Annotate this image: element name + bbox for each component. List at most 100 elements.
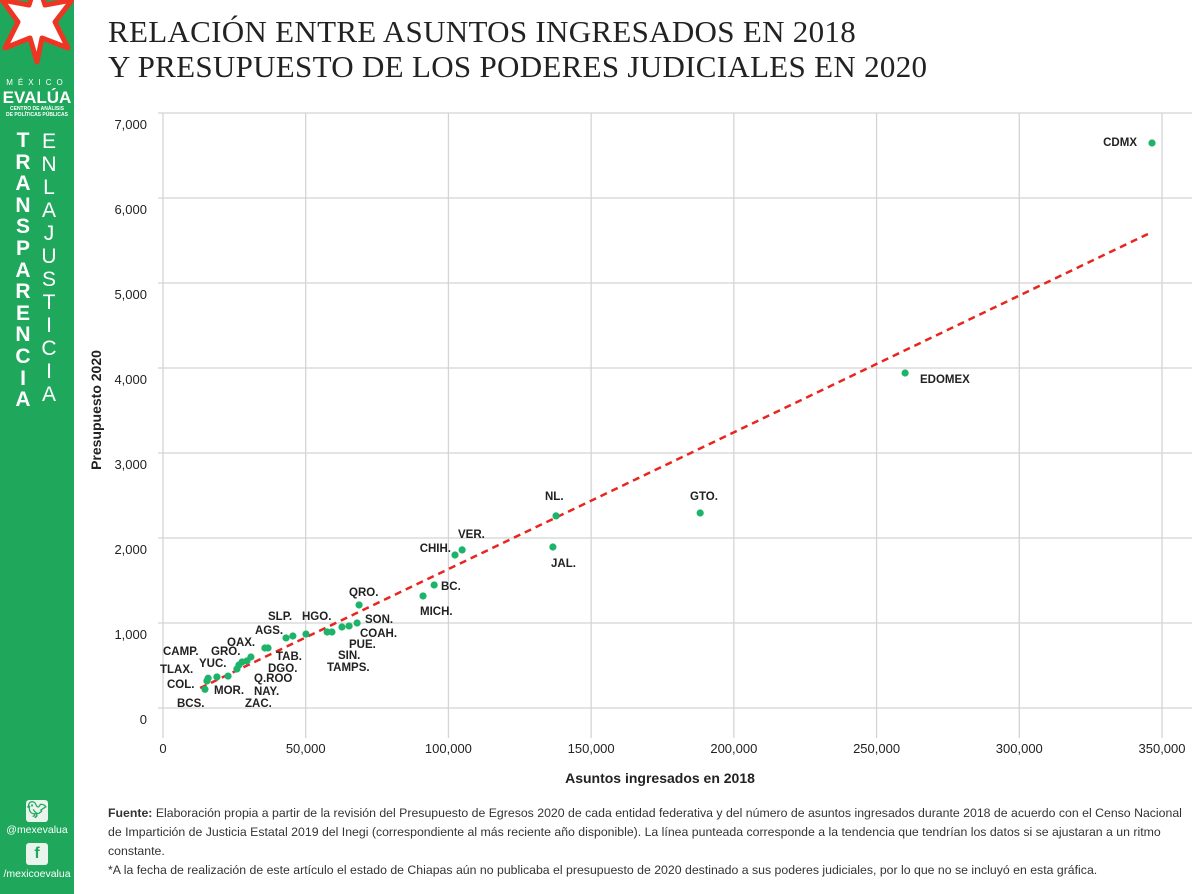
- point-label: COAH.: [360, 628, 397, 640]
- y-tick-label: 2,000: [114, 542, 147, 557]
- point-labels: BCS. COL. TLAX. YUC. MOR. QRO. MICH. BC. CHIH. VE…: [160, 137, 1137, 710]
- data-point: [549, 543, 557, 551]
- data-point: [458, 546, 466, 554]
- vertical-letter: J: [43, 222, 55, 245]
- x-tick-label: 250,000: [853, 741, 900, 756]
- point-label: PUE.: [349, 639, 376, 651]
- x-tick-label: 150,000: [568, 741, 615, 756]
- data-point: [901, 369, 909, 377]
- point-label: VER.: [458, 529, 485, 541]
- sidebar: MÉXICO EVALÚA CENTRO DE ANÁLISIS DE POLÍT…: [0, 0, 74, 894]
- vertical-letter: P: [15, 236, 30, 260]
- y-tick-label: 1,000: [114, 627, 147, 642]
- vertical-letter: I: [46, 314, 52, 337]
- point-label: BC.: [441, 581, 461, 593]
- brand-top: MÉXICO: [6, 78, 68, 87]
- chart-title: RELACIÓN ENTRE ASUNTOS INGRESADOS EN 201…: [108, 14, 927, 84]
- point-label: SIN.: [338, 650, 360, 662]
- point-label: HGO.: [302, 611, 331, 623]
- data-point: [419, 592, 427, 600]
- x-tick-label: 350,000: [1139, 741, 1186, 756]
- point-label: OAX.: [227, 637, 255, 649]
- data-point: [302, 630, 310, 638]
- points: [201, 139, 1156, 693]
- point-label: SLP.: [268, 611, 292, 623]
- point-label: CHIH.: [420, 543, 451, 555]
- vertical-letter: T: [16, 129, 30, 152]
- notes: Fuente: Elaboración propia a partir de l…: [108, 804, 1193, 880]
- x-tick-label: 300,000: [996, 741, 1043, 756]
- point-label: TLAX.: [160, 664, 193, 676]
- point-label: JAL.: [551, 558, 576, 570]
- y-tick-label: 3,000: [114, 457, 147, 472]
- data-point: [201, 685, 209, 693]
- vertical-letter: N: [41, 153, 57, 176]
- y-tick-label: 4,000: [114, 372, 147, 387]
- point-label: TAB.: [276, 651, 302, 663]
- point-label: GRO.: [211, 646, 240, 658]
- facebook-handle[interactable]: /mexicoevalua: [3, 868, 71, 880]
- x-tick-label: 100,000: [425, 741, 472, 756]
- vertical-letter: U: [41, 245, 57, 268]
- point-label: BCS.: [177, 698, 204, 710]
- grid: [158, 112, 1192, 738]
- point-label: QRO.: [349, 587, 378, 599]
- data-point: [552, 512, 560, 520]
- vertical-letter: T: [42, 291, 56, 314]
- twitter-icon[interactable]: 🐦︎: [26, 800, 48, 822]
- y-tick-label: 7,000: [114, 117, 147, 132]
- point-label: ZAC.: [245, 698, 272, 710]
- facebook-icon[interactable]: f: [26, 843, 48, 865]
- point-label: SON.: [365, 614, 393, 626]
- data-point: [1148, 139, 1156, 147]
- vertical-letter: N: [15, 193, 31, 217]
- y-axis-label: Presupuesto 2020: [88, 350, 104, 470]
- y-tick-label: 0: [140, 712, 147, 727]
- point-label: AGS.: [255, 625, 283, 637]
- source-label: Fuente:: [108, 806, 153, 820]
- data-point: [451, 551, 459, 559]
- data-point: [328, 628, 336, 636]
- point-label: CDMX: [1103, 137, 1137, 149]
- point-label: GTO.: [690, 491, 718, 503]
- vertical-letter: A: [15, 258, 31, 282]
- point-label: COL.: [167, 679, 194, 691]
- brand-name: EVALÚA: [2, 88, 72, 107]
- vertical-letter: R: [15, 150, 31, 174]
- brand-subtitle: CENTRO DE ANÁLISIS DE POLÍTICAS PÚBLICAS: [0, 106, 74, 118]
- twitter-handle[interactable]: @mexevalua: [6, 824, 68, 836]
- vertical-letter: E: [41, 130, 56, 153]
- vertical-letter: S: [41, 268, 56, 291]
- vertical-letter: S: [15, 215, 30, 239]
- vertical-letter: N: [15, 323, 31, 347]
- vertical-letter: L: [43, 176, 55, 199]
- point-label: NL.: [545, 491, 564, 503]
- tick-labels: 0 50,000 100,000 150,000 200,000 250,000 300,0…: [114, 117, 1185, 756]
- data-point: [282, 634, 290, 642]
- data-point: [345, 622, 353, 630]
- footnote: *A la fecha de realización de este artíc…: [108, 863, 1098, 877]
- brand-sub2: DE POLÍTICAS PÚBLICAS: [6, 112, 68, 118]
- vertical-letter: A: [41, 199, 56, 222]
- point-label: MOR.: [214, 685, 244, 697]
- data-point: [289, 632, 297, 640]
- vertical-letter: C: [41, 337, 57, 360]
- title-line-2: Y PRESUPUESTO DE LOS PODERES JUDICIALES …: [108, 49, 928, 84]
- point-label: Q.ROO: [254, 673, 292, 685]
- vertical-letter: A: [15, 172, 31, 196]
- point-label: MICH.: [420, 606, 453, 618]
- point-label: YUC.: [199, 658, 226, 670]
- y-tick-label: 6,000: [114, 202, 147, 217]
- data-point: [204, 674, 212, 682]
- x-tick-label: 0: [159, 741, 166, 756]
- brand-sub1: CENTRO DE ANÁLISIS: [10, 106, 64, 112]
- vertical-letter: A: [15, 388, 31, 412]
- vertical-letter: R: [15, 280, 31, 304]
- point-label: EDOMEX: [920, 374, 970, 386]
- data-point: [213, 673, 221, 681]
- trend-line: [199, 230, 1153, 690]
- vertical-letter: E: [15, 301, 30, 325]
- data-point: [224, 672, 232, 680]
